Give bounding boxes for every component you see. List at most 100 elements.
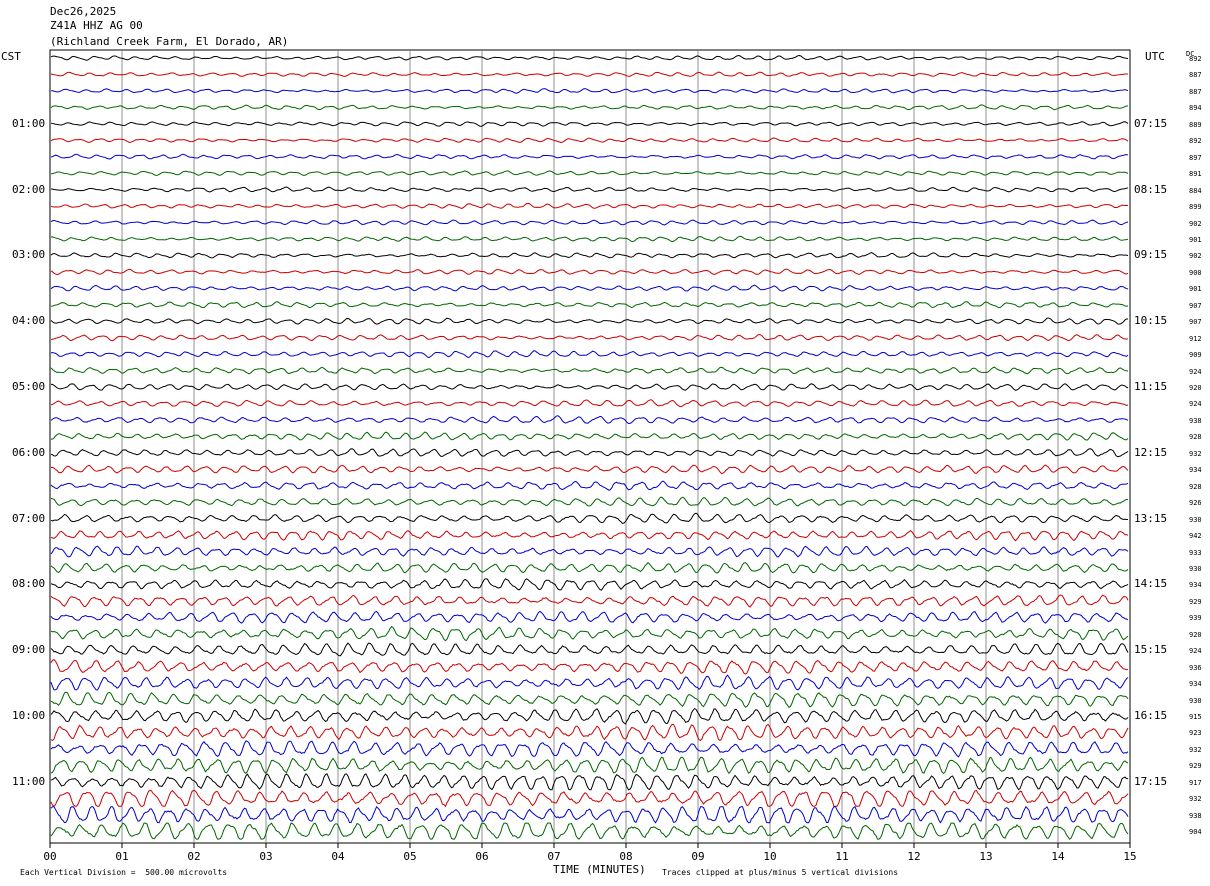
left-hour-label: 07:00	[12, 511, 46, 525]
x-tick-label: 09	[691, 850, 704, 863]
dc-offset-value: 901	[1189, 285, 1202, 294]
right-hour-label: 11:15	[1134, 380, 1168, 393]
dc-offset-value: 933	[1189, 548, 1202, 557]
trace-line	[50, 415, 1129, 425]
dc-offset-value: 884	[1189, 186, 1202, 195]
right-hour-label: 12:15	[1134, 445, 1168, 459]
dc-offset-value: 932	[1189, 795, 1202, 804]
dc-offset-value: 924	[1189, 647, 1202, 656]
dc-offset-value: 892	[1189, 137, 1202, 146]
trace-line	[50, 431, 1129, 441]
trace-line	[50, 691, 1129, 709]
x-axis-label: TIME (MINUTES)	[553, 863, 646, 876]
trace-line	[50, 284, 1129, 292]
trace-line	[50, 674, 1129, 691]
x-tick-label: 13	[979, 850, 992, 863]
dc-offset-value: 917	[1189, 778, 1202, 787]
trace-line	[50, 71, 1129, 77]
x-tick-label: 01	[115, 850, 128, 863]
dc-offset-value: 929	[1189, 762, 1202, 771]
clip-note: Traces clipped at plus/minus 5 vertical …	[662, 868, 899, 877]
scale-note: Each Vertical Division = 500.00 microvol…	[20, 868, 228, 877]
x-tick-label: 12	[907, 850, 920, 863]
right-hour-label: 15:15	[1134, 643, 1168, 657]
trace-line	[50, 480, 1129, 491]
x-tick-label: 10	[763, 850, 776, 863]
dc-offset-value: 930	[1189, 696, 1202, 705]
right-hour-label: 14:15	[1134, 577, 1168, 591]
x-tick-label: 11	[835, 850, 848, 863]
x-tick-label: 06	[475, 850, 488, 863]
dc-offset-value: 926	[1189, 499, 1202, 508]
trace-line	[50, 642, 1129, 657]
dc-offset-value: 934	[1189, 466, 1202, 475]
trace-line	[50, 512, 1129, 525]
trace-line	[50, 268, 1129, 276]
station-location: (Richland Creek Farm, El Dorado, AR)	[50, 35, 289, 48]
dc-offset-value: 938	[1189, 811, 1202, 820]
dc-offset-value: 920	[1189, 384, 1202, 392]
right-hour-label: 08:15	[1134, 182, 1168, 196]
trace-line	[50, 822, 1129, 840]
left-timezone-label: CST	[1, 50, 21, 63]
left-hour-label: 04:00	[12, 314, 46, 328]
trace-line	[50, 219, 1129, 226]
trace-line	[50, 594, 1129, 608]
trace-line	[50, 366, 1129, 375]
right-timezone-label: UTC	[1145, 50, 1165, 63]
dc-offset-value: 930	[1189, 564, 1202, 573]
x-tick-label: 03	[259, 850, 272, 863]
right-hour-label: 09:15	[1134, 248, 1168, 262]
dc-offset-value: 939	[1189, 614, 1202, 623]
left-hour-label: 05:00	[12, 380, 46, 393]
trace-line	[50, 202, 1129, 209]
dc-offset-value: 907	[1189, 301, 1202, 310]
right-hour-label: 16:15	[1134, 709, 1168, 722]
trace-line	[50, 170, 1129, 176]
dc-offset-value: 924	[1189, 367, 1202, 376]
trace-line	[50, 659, 1129, 675]
trace-line	[50, 773, 1129, 791]
left-hour-label: 09:00	[12, 643, 46, 657]
dc-offset-value: 928	[1189, 433, 1202, 442]
trace-line	[50, 88, 1129, 94]
x-tick-label: 04	[331, 850, 345, 863]
dc-offset-value: 901	[1189, 235, 1202, 244]
dc-offset-value: 887	[1189, 71, 1202, 80]
dc-offset-value: 887	[1189, 87, 1202, 96]
trace-line	[50, 545, 1129, 558]
x-tick-label: 05	[403, 850, 416, 863]
dc-offset-value: 894	[1189, 104, 1202, 113]
dc-offset-value: 902	[1189, 252, 1202, 261]
trace-line	[50, 104, 1129, 111]
dc-offset-value: 932	[1189, 745, 1202, 754]
left-hour-label: 08:00	[12, 577, 46, 591]
right-hour-label: 13:15	[1134, 511, 1168, 525]
trace-line	[50, 789, 1129, 808]
right-hour-label: 17:15	[1134, 774, 1168, 788]
x-tick-label: 00	[43, 850, 56, 863]
dc-offset-value: 938	[1189, 416, 1202, 425]
dc-offset-value: 924	[1189, 400, 1202, 409]
dc-offset-value: 932	[1189, 449, 1202, 458]
dc-offset-value: 909	[1189, 351, 1202, 360]
trace-line	[50, 252, 1129, 259]
trace-line	[50, 529, 1129, 542]
trace-line	[50, 54, 1129, 61]
trace-line	[50, 562, 1129, 574]
left-hour-label: 06:00	[12, 445, 46, 459]
trace-line	[50, 301, 1129, 309]
x-tick-label: 07	[547, 850, 560, 863]
plot-frame	[49, 49, 1131, 844]
left-hour-label: 11:00	[12, 774, 46, 788]
dc-offset-value: 897	[1189, 153, 1202, 162]
right-hour-label: 07:15	[1134, 116, 1168, 130]
dc-header-label: DC	[1186, 50, 1195, 58]
trace-line	[50, 464, 1129, 474]
right-hour-label: 10:15	[1134, 314, 1168, 328]
dc-offset-value: 923	[1189, 729, 1202, 738]
dc-offset-value: 942	[1189, 532, 1202, 541]
dc-offset-value: 900	[1189, 268, 1202, 277]
dc-offset-value: 892	[1189, 55, 1202, 63]
